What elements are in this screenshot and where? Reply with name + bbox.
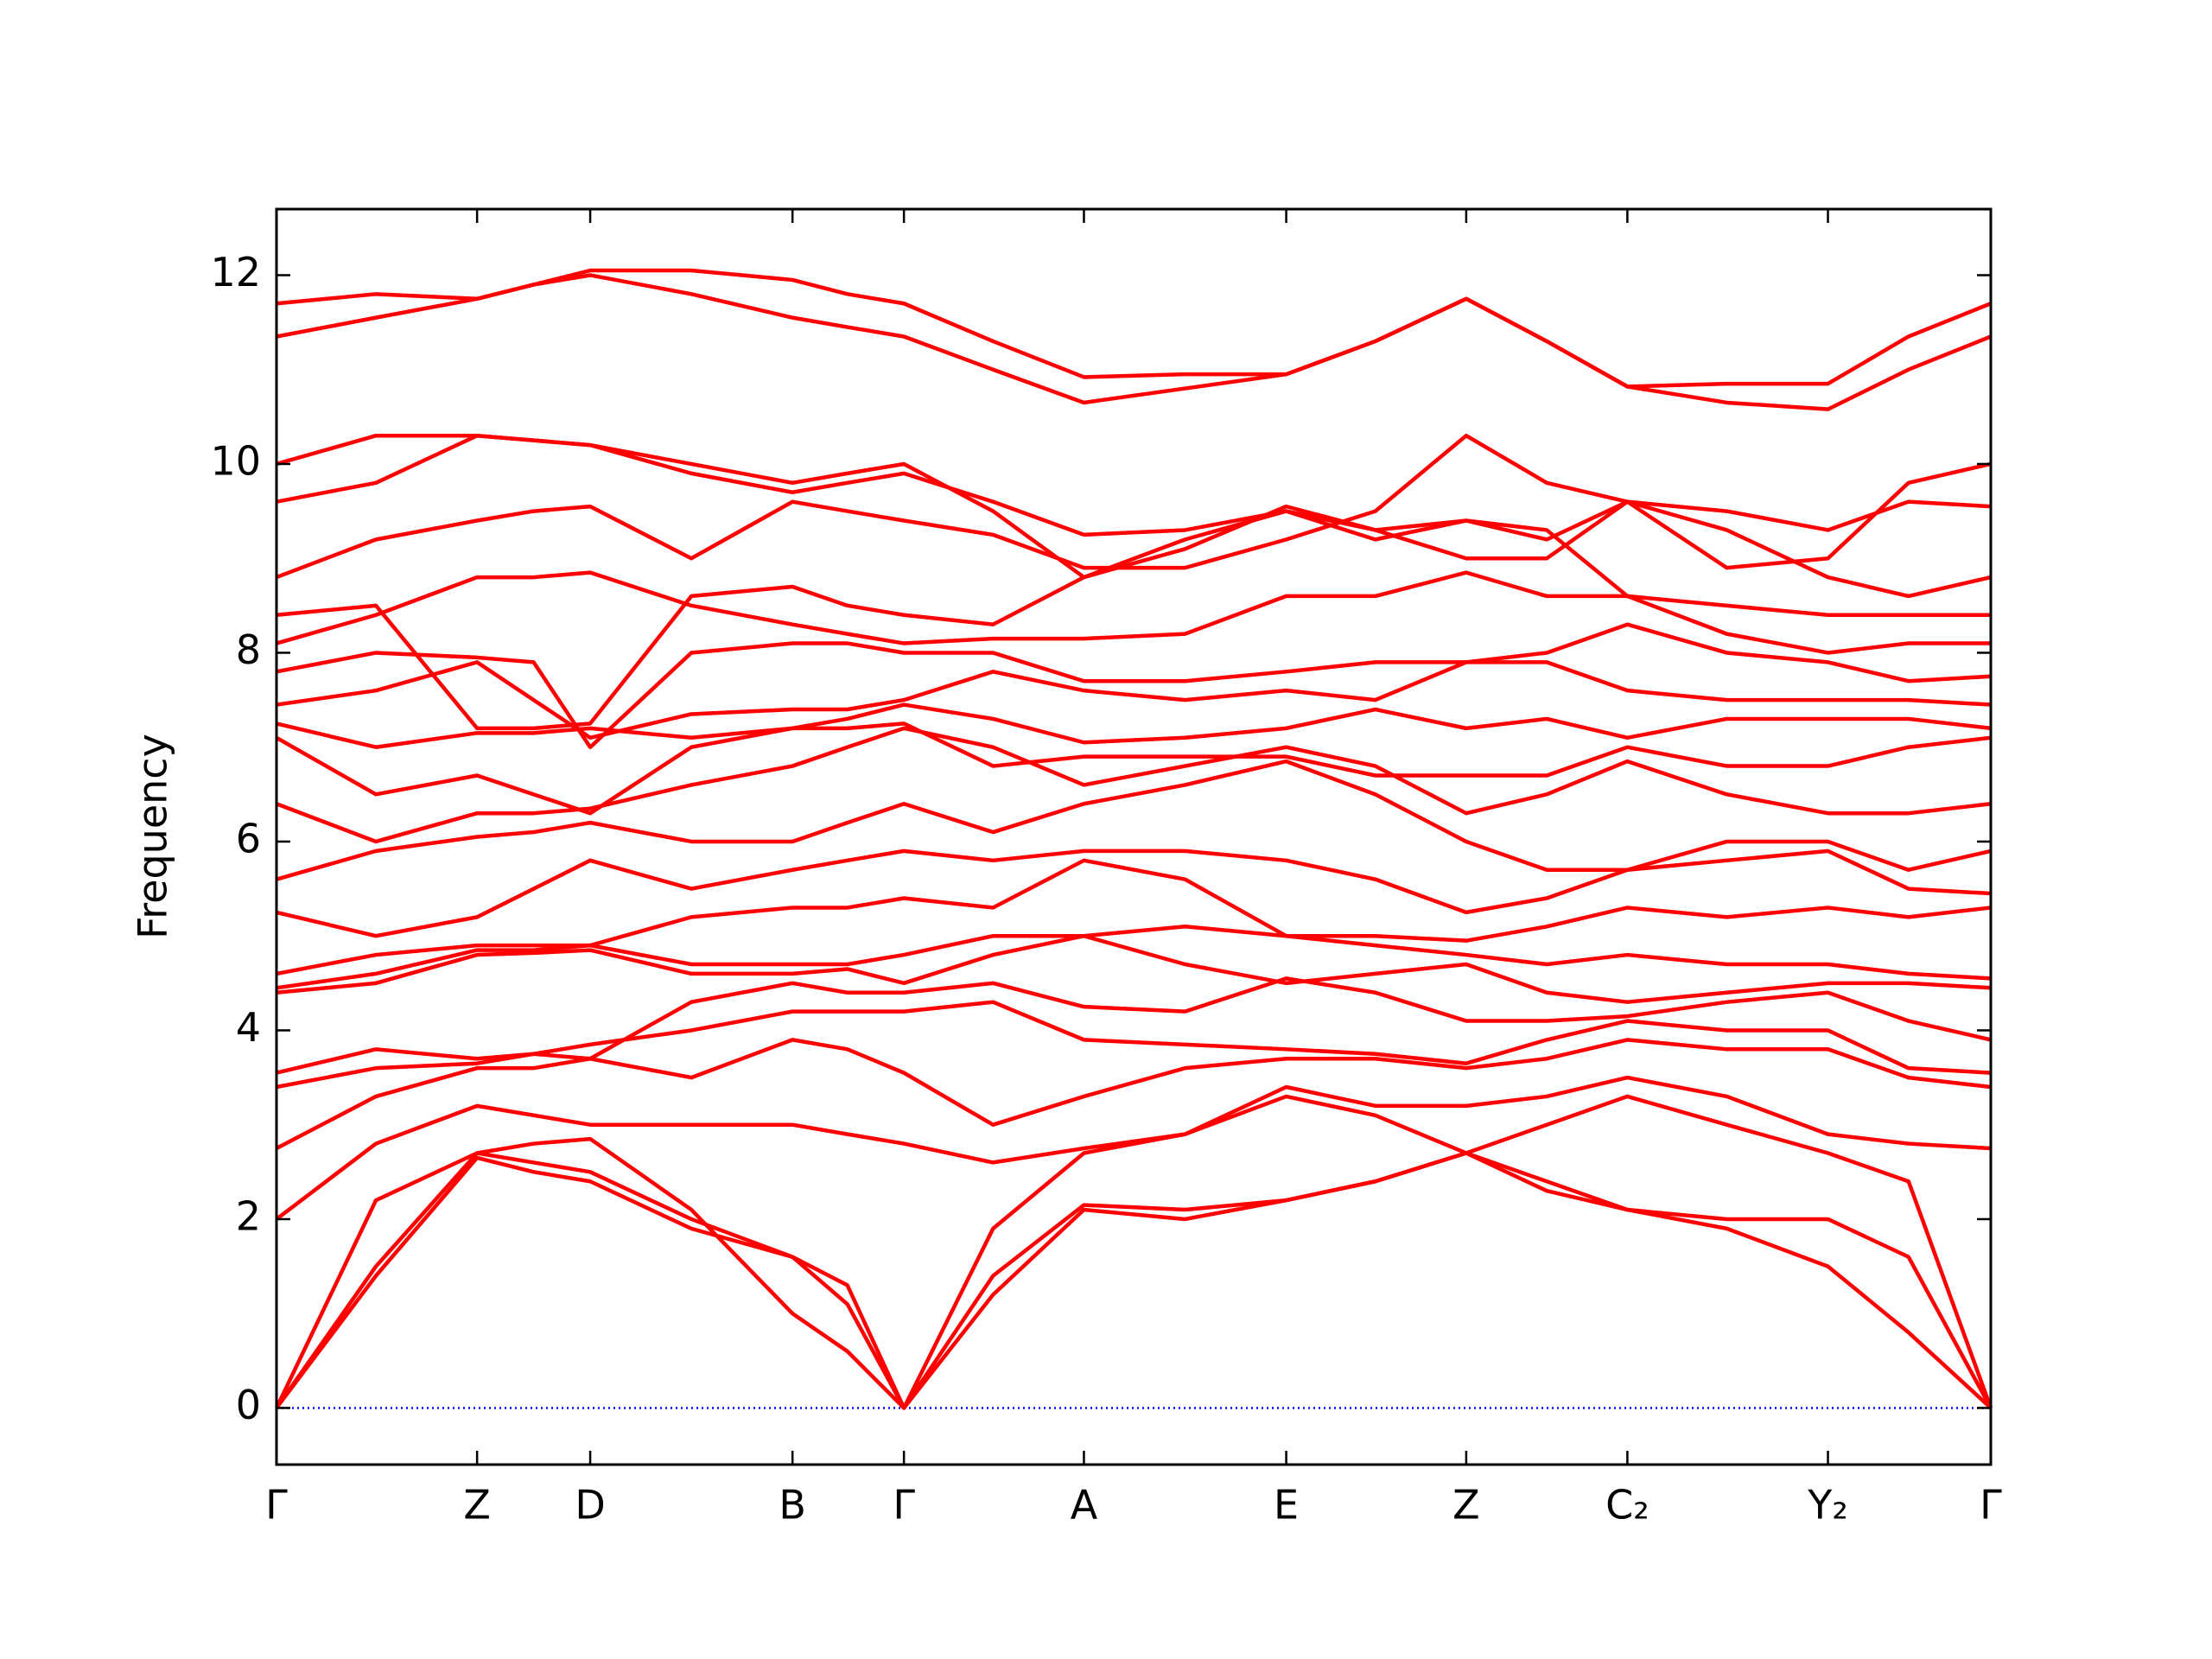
band-line bbox=[276, 660, 1992, 741]
x-tick-label: Z bbox=[463, 1482, 491, 1529]
x-tick-label: Γ bbox=[265, 1482, 288, 1529]
x-tick-label: Γ bbox=[1980, 1482, 2002, 1529]
x-tick-label: Γ bbox=[893, 1482, 915, 1529]
band-line bbox=[276, 726, 1992, 844]
x-tick-label: C₂ bbox=[1605, 1482, 1649, 1529]
band-line bbox=[275, 1075, 1992, 1221]
band-line bbox=[276, 976, 1992, 1075]
x-tick-label: D bbox=[575, 1482, 605, 1529]
band-line bbox=[275, 1151, 1993, 1410]
band-line bbox=[276, 433, 1992, 542]
band-line bbox=[276, 433, 1992, 580]
y-tick-label: 8 bbox=[236, 626, 261, 673]
band-line bbox=[276, 849, 1992, 938]
y-tick-label: 0 bbox=[236, 1382, 261, 1428]
band-line bbox=[275, 1038, 1992, 1151]
band-line bbox=[276, 858, 1992, 976]
band-line bbox=[276, 433, 1992, 599]
band-line bbox=[276, 570, 1991, 655]
plot-frame bbox=[275, 207, 1993, 1466]
band-line bbox=[276, 702, 1992, 749]
x-tick-label: A bbox=[1071, 1482, 1098, 1529]
y-tick-label: 2 bbox=[236, 1192, 261, 1239]
band-line bbox=[276, 759, 1992, 881]
y-axis-label: Frequency bbox=[130, 734, 176, 939]
band-line bbox=[276, 273, 1992, 411]
y-tick-label: 4 bbox=[236, 1004, 261, 1051]
x-tick-label: Z bbox=[1452, 1482, 1480, 1529]
band-line bbox=[275, 721, 1992, 816]
band-line bbox=[276, 925, 1992, 990]
x-tick-label: E bbox=[1274, 1482, 1299, 1529]
band-line bbox=[276, 622, 1992, 749]
y-tick-label: 10 bbox=[210, 437, 261, 484]
band-line bbox=[275, 1151, 1993, 1410]
y-tick-label: 12 bbox=[210, 249, 261, 296]
band-line bbox=[276, 268, 1992, 389]
band-line bbox=[276, 1000, 1992, 1090]
x-tick-label: Y₂ bbox=[1807, 1482, 1848, 1529]
band-line bbox=[274, 1094, 1993, 1410]
x-tick-label: B bbox=[779, 1482, 806, 1529]
y-tick-label: 6 bbox=[236, 815, 261, 861]
